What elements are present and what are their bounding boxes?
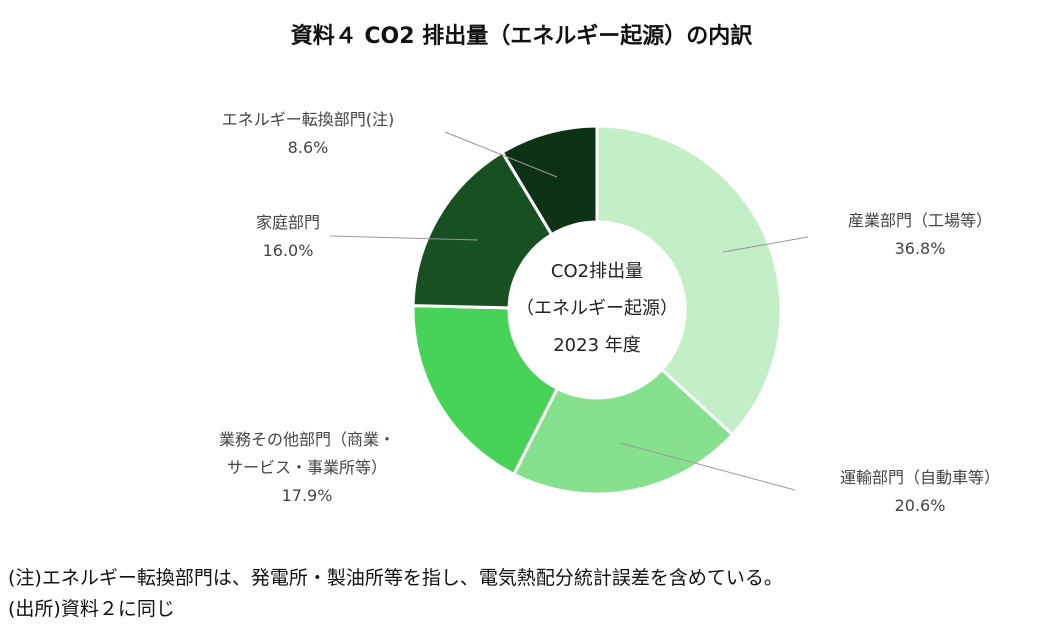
value-label: 17.9% <box>281 486 333 505</box>
leader-line <box>444 131 558 178</box>
footnote: (注)エネルギー転換部門は、発電所・製油所等を指し、電気熱配分統計誤差を含めてい… <box>8 567 783 589</box>
leader-line <box>619 442 796 491</box>
center-text: （エネルギー起源） <box>516 298 678 319</box>
center-text: CO2排出量 <box>551 261 643 282</box>
slice-label: 運輸部門（自動車等） 20.6% <box>840 464 1000 520</box>
donut-slice <box>500 124 599 237</box>
donut-slice <box>511 367 735 496</box>
category-name: 産業部門（工場等） <box>847 211 993 230</box>
slice-label: 業務その他部門（商業・サービス・事業所等） 17.9% <box>214 426 400 510</box>
slice-label: 家庭部門 16.0% <box>256 209 320 265</box>
donut-slice <box>595 124 783 437</box>
category-name: 運輸部門（自動車等） <box>839 468 1001 487</box>
center-text: 2023 年度 <box>553 335 641 356</box>
slice-label: 産業部門（工場等） 36.8% <box>848 207 992 263</box>
leader-line <box>329 235 479 241</box>
donut-slice <box>411 150 554 310</box>
category-name: エネルギー転換部門(注) <box>221 110 395 129</box>
category-name: 業務その他部門（商業・サービス・事業所等） <box>218 430 395 477</box>
value-label: 16.0% <box>262 241 314 260</box>
chart-title: 資料４ CO2 排出量（エネルギー起源）の内訳 <box>290 24 753 49</box>
donut-slice <box>411 304 560 477</box>
leader-line <box>722 236 809 253</box>
footnote: (出所)資料２に同じ <box>8 598 175 620</box>
category-name: 家庭部門 <box>255 213 321 232</box>
value-label: 8.6% <box>287 138 329 157</box>
slice-label: エネルギー転換部門(注) 8.6% <box>222 106 395 162</box>
value-label: 36.8% <box>894 239 946 258</box>
value-label: 20.6% <box>894 496 946 515</box>
